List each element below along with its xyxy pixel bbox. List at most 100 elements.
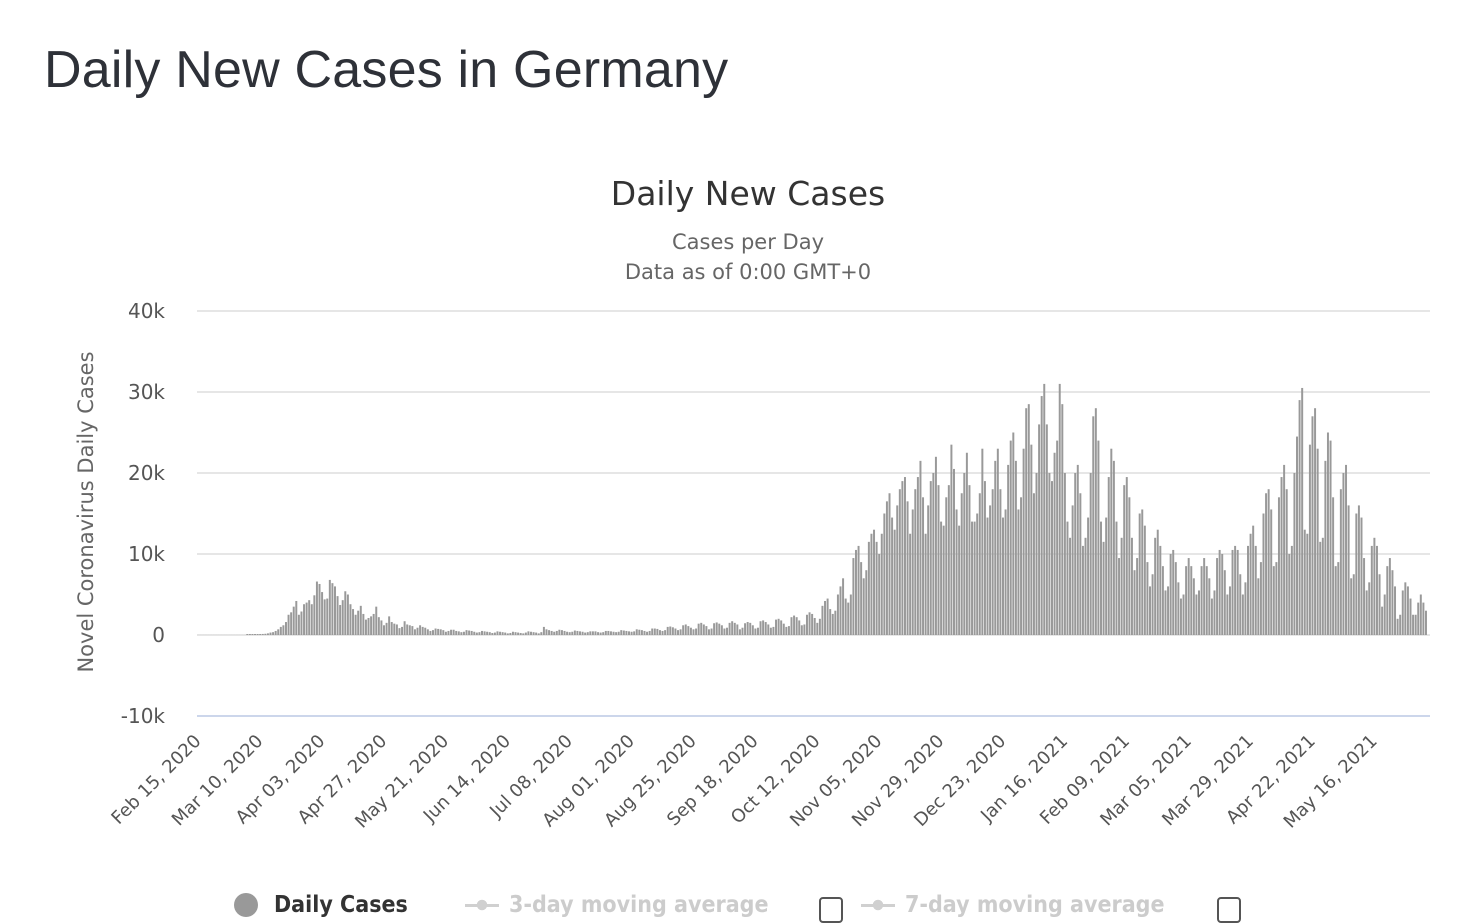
bar[interactable] (648, 630, 651, 635)
bar[interactable] (1301, 387, 1304, 635)
bar[interactable] (447, 630, 450, 635)
bar[interactable] (643, 630, 646, 635)
bar[interactable] (1182, 594, 1185, 636)
bar[interactable] (1262, 513, 1265, 636)
bar[interactable] (999, 489, 1002, 635)
bar[interactable] (857, 545, 860, 635)
bar[interactable] (1159, 545, 1162, 635)
bar[interactable] (321, 592, 324, 635)
bar[interactable] (1012, 432, 1015, 636)
bar[interactable] (1259, 562, 1262, 635)
bar[interactable] (702, 624, 705, 635)
bar[interactable] (880, 533, 883, 635)
bar[interactable] (622, 630, 625, 635)
bar[interactable] (573, 630, 576, 635)
bar[interactable] (1228, 586, 1231, 635)
bar[interactable] (1394, 586, 1397, 635)
bar[interactable] (677, 630, 679, 635)
bar[interactable] (336, 596, 339, 635)
bar[interactable] (1027, 404, 1030, 635)
bar[interactable] (1226, 594, 1229, 636)
bar[interactable] (1308, 444, 1311, 635)
bar[interactable] (1363, 558, 1366, 635)
bar[interactable] (1138, 513, 1141, 636)
bar[interactable] (370, 616, 373, 635)
bar[interactable] (1195, 594, 1198, 636)
bar[interactable] (640, 630, 643, 635)
bar[interactable] (731, 621, 734, 635)
bar[interactable] (491, 632, 494, 635)
bar[interactable] (736, 624, 739, 635)
bar[interactable] (844, 598, 847, 635)
bar[interactable] (535, 632, 538, 635)
bar[interactable] (223, 634, 226, 635)
bar[interactable] (1422, 602, 1425, 635)
bar[interactable] (444, 631, 447, 635)
bar[interactable] (344, 591, 347, 635)
bar[interactable] (738, 629, 741, 635)
bar[interactable] (207, 634, 210, 635)
bar[interactable] (1025, 408, 1028, 635)
bar[interactable] (352, 609, 355, 635)
bar[interactable] (625, 630, 628, 635)
bar[interactable] (566, 631, 569, 635)
bar[interactable] (1120, 537, 1123, 635)
bar[interactable] (504, 632, 507, 635)
bar[interactable] (1296, 436, 1298, 635)
bar[interactable] (635, 629, 638, 635)
bar[interactable] (973, 521, 976, 635)
bar[interactable] (1097, 440, 1100, 635)
bar[interactable] (256, 634, 259, 635)
bar[interactable] (1051, 481, 1053, 635)
bar[interactable] (775, 619, 778, 635)
bar[interactable] (1293, 473, 1296, 635)
bar[interactable] (870, 533, 873, 635)
bar[interactable] (1254, 545, 1257, 635)
bar[interactable] (1406, 586, 1409, 635)
bar[interactable] (429, 630, 432, 635)
bar[interactable] (455, 630, 458, 635)
bar[interactable] (867, 541, 870, 635)
bar[interactable] (339, 605, 342, 635)
bar[interactable] (612, 631, 615, 635)
bar[interactable] (437, 628, 440, 635)
bar[interactable] (1004, 509, 1007, 635)
bar[interactable] (468, 630, 471, 635)
bar[interactable] (1306, 533, 1309, 635)
bar[interactable] (1314, 408, 1317, 635)
bar[interactable] (687, 626, 690, 635)
bar[interactable] (986, 517, 989, 635)
bar[interactable] (310, 604, 313, 635)
bar[interactable] (759, 621, 762, 635)
bar[interactable] (898, 489, 901, 635)
bar[interactable] (824, 600, 827, 635)
bar[interactable] (488, 632, 491, 635)
bar[interactable] (282, 625, 285, 635)
bar[interactable] (1401, 590, 1404, 635)
bar[interactable] (1190, 566, 1193, 635)
bar[interactable] (243, 634, 246, 635)
bar[interactable] (1014, 460, 1017, 635)
bar[interactable] (442, 630, 445, 635)
bar[interactable] (197, 634, 200, 635)
bar[interactable] (1167, 586, 1170, 635)
bar[interactable] (300, 611, 303, 635)
bar[interactable] (1045, 424, 1048, 635)
bar[interactable] (251, 634, 254, 635)
bar[interactable] (958, 525, 961, 635)
bar[interactable] (764, 622, 767, 635)
bar[interactable] (762, 620, 765, 635)
bar[interactable] (383, 625, 385, 635)
bar[interactable] (1332, 497, 1335, 635)
bar[interactable] (695, 628, 698, 635)
bar[interactable] (555, 630, 558, 635)
bar[interactable] (1399, 614, 1402, 635)
bar[interactable] (259, 634, 262, 635)
bar[interactable] (434, 628, 437, 635)
bar[interactable] (579, 631, 581, 635)
bar[interactable] (909, 533, 912, 635)
bar[interactable] (1102, 541, 1105, 635)
bar[interactable] (1355, 513, 1358, 636)
bar[interactable] (769, 627, 772, 635)
bar[interactable] (983, 481, 986, 635)
